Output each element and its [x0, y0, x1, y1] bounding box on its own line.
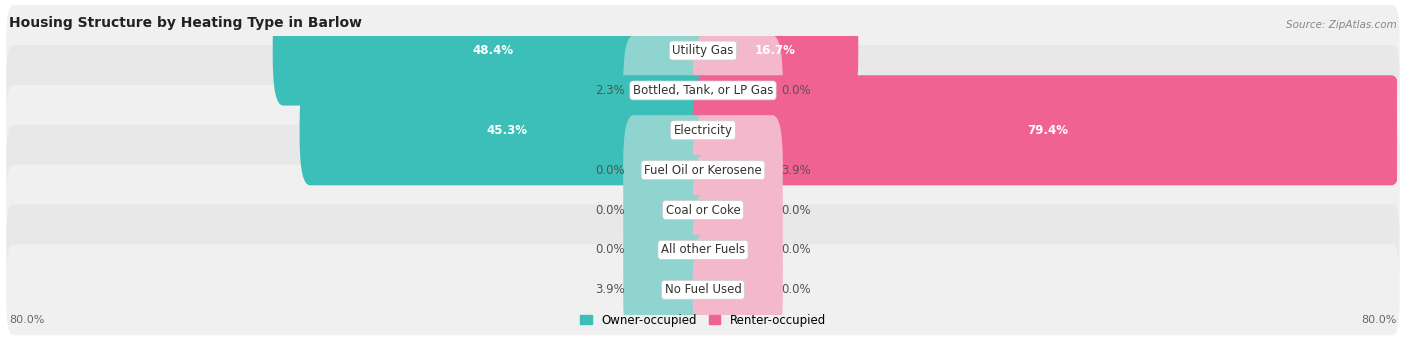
Text: Fuel Oil or Kerosene: Fuel Oil or Kerosene — [644, 164, 762, 177]
FancyBboxPatch shape — [273, 0, 713, 106]
Text: All other Fuels: All other Fuels — [661, 243, 745, 256]
Text: 0.0%: 0.0% — [595, 164, 624, 177]
FancyBboxPatch shape — [693, 235, 783, 341]
Text: 79.4%: 79.4% — [1026, 124, 1069, 137]
Text: 0.0%: 0.0% — [782, 283, 811, 296]
Text: 0.0%: 0.0% — [595, 243, 624, 256]
Text: 3.9%: 3.9% — [782, 164, 811, 177]
FancyBboxPatch shape — [7, 205, 1399, 295]
FancyBboxPatch shape — [7, 5, 1399, 96]
Text: 0.0%: 0.0% — [782, 243, 811, 256]
Text: 80.0%: 80.0% — [1361, 314, 1398, 325]
FancyBboxPatch shape — [623, 235, 713, 341]
FancyBboxPatch shape — [7, 165, 1399, 255]
FancyBboxPatch shape — [623, 115, 713, 225]
FancyBboxPatch shape — [693, 115, 783, 225]
FancyBboxPatch shape — [299, 75, 713, 185]
FancyBboxPatch shape — [7, 85, 1399, 176]
Text: No Fuel Used: No Fuel Used — [665, 283, 741, 296]
Text: Source: ZipAtlas.com: Source: ZipAtlas.com — [1286, 20, 1398, 30]
FancyBboxPatch shape — [7, 45, 1399, 136]
FancyBboxPatch shape — [693, 0, 858, 106]
FancyBboxPatch shape — [693, 35, 783, 146]
Text: 2.3%: 2.3% — [595, 84, 624, 97]
Text: 45.3%: 45.3% — [486, 124, 527, 137]
FancyBboxPatch shape — [623, 35, 713, 146]
Text: 0.0%: 0.0% — [595, 204, 624, 217]
Text: 3.9%: 3.9% — [595, 283, 624, 296]
FancyBboxPatch shape — [693, 155, 783, 265]
FancyBboxPatch shape — [7, 244, 1399, 335]
Text: 16.7%: 16.7% — [755, 44, 796, 57]
FancyBboxPatch shape — [693, 75, 1402, 185]
FancyBboxPatch shape — [623, 155, 713, 265]
Text: Bottled, Tank, or LP Gas: Bottled, Tank, or LP Gas — [633, 84, 773, 97]
FancyBboxPatch shape — [7, 125, 1399, 216]
Text: 0.0%: 0.0% — [782, 204, 811, 217]
Text: 0.0%: 0.0% — [782, 84, 811, 97]
FancyBboxPatch shape — [693, 195, 783, 305]
Text: Coal or Coke: Coal or Coke — [665, 204, 741, 217]
Text: Electricity: Electricity — [673, 124, 733, 137]
Text: Utility Gas: Utility Gas — [672, 44, 734, 57]
Text: Housing Structure by Heating Type in Barlow: Housing Structure by Heating Type in Bar… — [8, 16, 361, 30]
Legend: Owner-occupied, Renter-occupied: Owner-occupied, Renter-occupied — [575, 309, 831, 332]
Text: 80.0%: 80.0% — [8, 314, 45, 325]
Text: 48.4%: 48.4% — [472, 44, 513, 57]
FancyBboxPatch shape — [623, 195, 713, 305]
